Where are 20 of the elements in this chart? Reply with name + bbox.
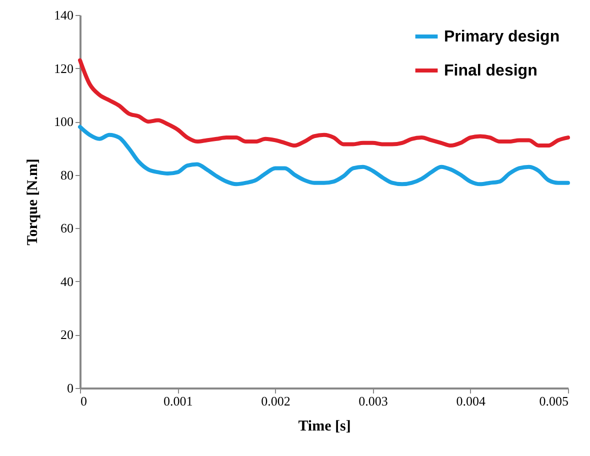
x-tick-label: 0.003 [358,394,388,408]
x-tick-label: 0 [80,394,87,408]
y-tick-label: 0 [67,380,74,396]
x-tick-label: 0.004 [456,394,486,408]
line-series [78,58,570,148]
x-tick-label: 0.005 [539,394,568,408]
y-tick-label: 140 [54,8,74,22]
line-series [78,124,570,186]
x-tick-label: 0.002 [261,394,290,408]
y-tick-label: 60 [60,220,74,236]
legend-label: Final design [444,62,538,80]
y-tick-label: 80 [60,167,74,182]
legend-label: Primary design [444,28,560,46]
y-axis-title: Torque [N.m] [25,158,41,246]
y-tick-label: 40 [60,274,74,289]
y-tick-label: 100 [54,114,74,130]
y-tick-label: 120 [54,60,74,76]
x-tick-label: 0.001 [163,394,193,408]
x-axis-title: Time [s] [298,418,351,434]
y-tick-label: 20 [60,327,74,342]
